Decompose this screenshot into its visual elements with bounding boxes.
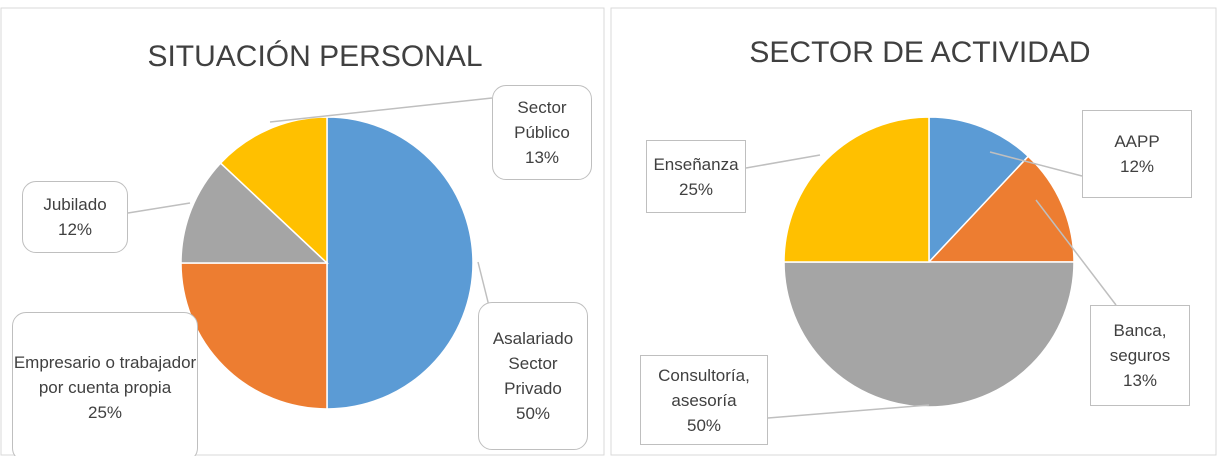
data-label: Enseñanza 25%: [646, 140, 746, 213]
category-label: Banca, seguros: [1109, 321, 1171, 365]
category-label: Enseñanza: [653, 154, 739, 174]
pie-slice: [180, 262, 328, 410]
value-label: 25%: [87, 402, 123, 422]
category-label: Asalariado Sector Privado: [492, 329, 574, 398]
data-label: Empresario o trabajador por cuenta propi…: [12, 312, 198, 456]
value-label: 12%: [1119, 157, 1155, 176]
category-label: Consultoría, asesoría: [658, 365, 750, 410]
chart-title: SECTOR DE ACTIVIDAD: [749, 36, 1091, 69]
pie-slice: [180, 161, 329, 264]
leader-line: [989, 151, 1083, 177]
data-label: Jubilado 12%: [22, 181, 128, 253]
panel: [0, 7, 605, 456]
category-label: Empresario o trabajador por cuenta propi…: [13, 352, 197, 397]
pie-slice: [326, 116, 474, 410]
data-label: Consultoría, asesoría 50%: [640, 355, 768, 445]
leader-line: [269, 97, 493, 123]
value-label: 25%: [678, 179, 714, 199]
data-label: Asalariado Sector Privado 50%: [478, 302, 588, 450]
leader-line: [127, 202, 191, 214]
data-label: Banca, seguros 13%: [1090, 305, 1190, 406]
value-label: 50%: [515, 404, 551, 423]
panel: [610, 7, 1217, 456]
value-label: 12%: [57, 220, 93, 239]
chart-title: SITUACIÓN PERSONAL: [147, 40, 483, 73]
category-label: AAPP: [1114, 132, 1160, 151]
value-label: 13%: [524, 148, 560, 167]
value-label: 13%: [1122, 371, 1158, 390]
category-label: Sector Público: [514, 98, 570, 142]
pie-slice: [928, 116, 1030, 264]
data-label: AAPP 12%: [1082, 110, 1192, 198]
pie-slice: [927, 155, 1075, 263]
category-label: Jubilado: [43, 195, 107, 214]
pie-slice: [783, 116, 930, 263]
pie-slice: [783, 261, 1075, 408]
data-label: Sector Público 13%: [492, 85, 592, 180]
leader-line: [1035, 199, 1117, 306]
leader-line: [745, 154, 821, 169]
leader-line: [767, 404, 930, 419]
value-label: 50%: [686, 415, 722, 435]
